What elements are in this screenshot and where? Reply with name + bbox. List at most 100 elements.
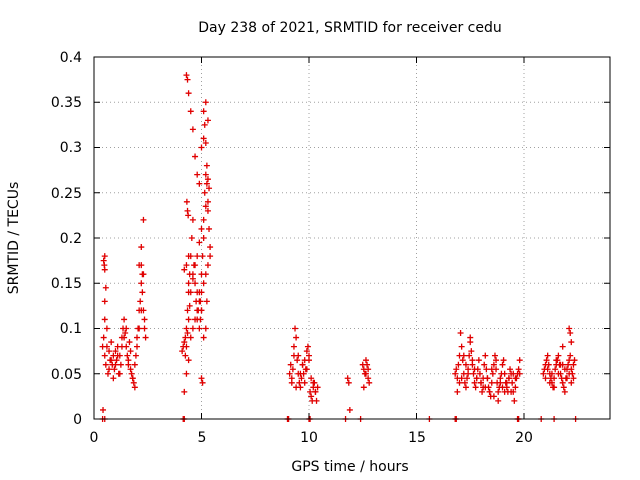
data-point xyxy=(362,370,369,377)
data-point xyxy=(503,379,510,386)
data-point xyxy=(366,379,373,386)
data-point xyxy=(185,253,192,260)
data-point xyxy=(206,185,213,192)
data-point xyxy=(566,325,573,332)
data-point xyxy=(310,379,317,386)
data-point xyxy=(472,384,479,391)
data-point xyxy=(114,352,121,359)
data-point xyxy=(196,239,203,246)
data-point xyxy=(570,375,577,382)
data-point xyxy=(183,262,190,269)
data-point xyxy=(473,375,480,382)
data-point xyxy=(495,388,502,395)
data-point xyxy=(102,284,109,291)
data-point xyxy=(192,280,199,287)
data-point xyxy=(138,262,145,269)
data-point xyxy=(185,90,192,97)
data-point xyxy=(314,384,321,391)
data-point xyxy=(113,357,120,364)
data-point xyxy=(290,343,297,350)
data-point xyxy=(308,393,315,400)
data-point xyxy=(108,357,115,364)
data-point xyxy=(106,348,113,355)
data-point xyxy=(132,352,139,359)
data-point xyxy=(455,361,462,368)
data-point xyxy=(516,357,523,364)
data-point xyxy=(204,207,211,214)
data-point xyxy=(100,257,107,264)
data-point xyxy=(189,325,196,332)
data-point xyxy=(124,352,131,359)
y-tick-label-0.25: 0.25 xyxy=(51,186,82,202)
data-point xyxy=(552,366,559,373)
y-tick-label-0.1: 0.1 xyxy=(60,321,82,337)
data-point xyxy=(308,375,315,382)
data-point xyxy=(499,361,506,368)
data-point xyxy=(480,384,487,391)
data-point xyxy=(542,375,549,382)
data-point xyxy=(452,370,459,377)
data-point xyxy=(491,352,498,359)
data-point xyxy=(292,325,299,332)
data-point xyxy=(461,379,468,386)
data-point xyxy=(362,357,369,364)
y-tick-label-0.4: 0.4 xyxy=(60,50,82,66)
data-point xyxy=(202,139,209,146)
data-point xyxy=(344,375,351,382)
data-point xyxy=(200,216,207,223)
data-point xyxy=(462,361,469,368)
data-point xyxy=(493,357,500,364)
data-point xyxy=(188,235,195,241)
axis-ticks xyxy=(93,56,610,420)
data-point xyxy=(121,316,128,323)
data-point xyxy=(555,352,562,359)
data-point xyxy=(511,397,518,404)
data-point xyxy=(483,366,490,373)
data-point xyxy=(127,348,134,355)
x-axis-label: GPS time / hours xyxy=(291,459,408,475)
data-point xyxy=(125,357,132,364)
data-point xyxy=(560,384,567,391)
data-point xyxy=(189,216,196,223)
data-point xyxy=(192,262,199,269)
data-point xyxy=(101,266,108,273)
data-point xyxy=(139,289,146,296)
data-point xyxy=(553,357,560,364)
data-point xyxy=(456,379,463,386)
data-point xyxy=(306,352,312,359)
data-point xyxy=(287,361,294,368)
data-point xyxy=(117,361,124,368)
data-point xyxy=(137,298,144,305)
data-point xyxy=(568,379,575,386)
data-point xyxy=(204,198,211,205)
data-point xyxy=(129,375,136,382)
data-point xyxy=(198,375,205,382)
data-point xyxy=(468,348,475,355)
data-point xyxy=(458,375,465,382)
data-point xyxy=(299,361,306,368)
data-point xyxy=(568,339,575,346)
data-point xyxy=(204,176,211,183)
data-point xyxy=(507,366,514,373)
data-point xyxy=(110,375,117,382)
data-point xyxy=(512,375,519,382)
data-point xyxy=(122,330,129,337)
y-axis-label: SRMTID / TECUs xyxy=(6,182,22,295)
data-point xyxy=(202,325,209,332)
data-point xyxy=(501,388,508,395)
data-point xyxy=(471,379,478,386)
data-point xyxy=(138,244,145,251)
data-point xyxy=(289,366,296,373)
data-point xyxy=(140,216,147,223)
data-point xyxy=(497,379,504,386)
data-point xyxy=(203,180,210,187)
data-point xyxy=(294,357,301,364)
data-point xyxy=(515,366,522,373)
data-point xyxy=(510,370,517,377)
data-point xyxy=(198,225,205,232)
data-point xyxy=(457,330,464,337)
data-point xyxy=(184,307,191,314)
data-point xyxy=(179,348,186,355)
data-point xyxy=(131,361,138,368)
